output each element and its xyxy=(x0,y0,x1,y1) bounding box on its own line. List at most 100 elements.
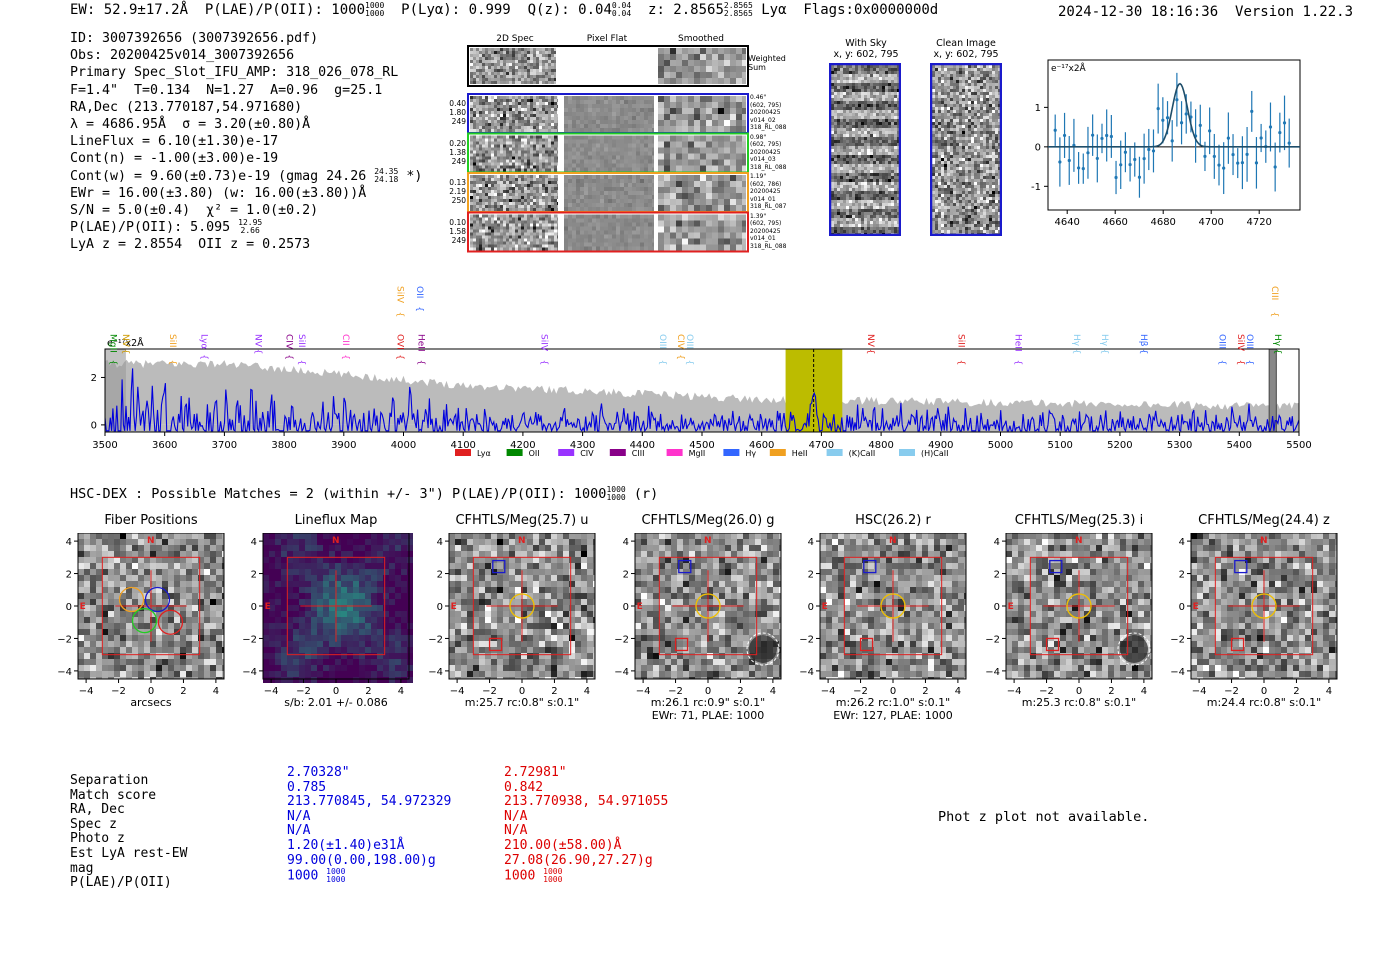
line-label-text: Hγ xyxy=(1099,334,1109,347)
zoom-point xyxy=(1077,166,1080,169)
qz-value: Q(z): 0.04 xyxy=(528,2,612,18)
line-label-brace: { xyxy=(120,349,130,355)
zoom-point xyxy=(1213,155,1216,158)
zoom-xtick-label: 4660 xyxy=(1102,217,1127,228)
line-label-text: NV xyxy=(865,334,875,348)
line-label: SiIV { xyxy=(538,334,548,365)
cutout-ytick-label: 0 xyxy=(437,602,443,613)
table-cell: 2.72981" xyxy=(504,766,668,781)
table-cell: 1.20(±1.40)e31Å xyxy=(287,839,451,854)
zoom-ytick-label: 0 xyxy=(1035,142,1041,153)
zoom-point xyxy=(1208,129,1211,132)
noise-image xyxy=(470,96,558,132)
cutout-title: HSC(26.2) r xyxy=(790,513,996,528)
line-label: SiIV { xyxy=(395,286,405,317)
zoom-point xyxy=(1119,163,1122,166)
line-label-brace: { xyxy=(1235,360,1245,366)
zoom-ytick-label: 1 xyxy=(1035,103,1041,114)
noise-image xyxy=(470,136,558,172)
noise-image xyxy=(658,136,746,172)
info-id: ID: 3007392656 (3007392656.pdf) xyxy=(70,31,318,46)
noise-image xyxy=(470,48,556,84)
zoom-point xyxy=(1203,155,1206,158)
line-label-brace: { xyxy=(1071,349,1081,355)
line-label-text: OIII xyxy=(657,334,667,349)
qz-range: 0.04 0.04 xyxy=(612,2,631,18)
line-label-text: OIII xyxy=(1217,334,1227,349)
zoom-point xyxy=(1147,148,1150,151)
line-label: NV{ xyxy=(252,334,262,355)
noise-image xyxy=(658,215,746,251)
spectrum-xtick-label: 5500 xyxy=(1286,440,1311,451)
zoom-point xyxy=(1199,124,1202,127)
line-label-text: CIII xyxy=(1269,286,1279,300)
table-label: Separation xyxy=(70,774,187,789)
legend-swatch xyxy=(455,449,471,456)
line-label-text: SiIV xyxy=(1235,334,1245,352)
spectrum-xtick-label: 3600 xyxy=(152,440,177,451)
info-lineflux: LineFlux = 6.10(±1.30)e-17 xyxy=(70,134,278,149)
cutout-ytick-label: 4 xyxy=(437,537,443,548)
info-primary: Primary Spec_Slot_IFU_AMP: 318_026_078_R… xyxy=(70,65,398,80)
line-label-brace: { xyxy=(956,360,966,366)
line-label-text: OIII xyxy=(1244,334,1254,349)
zoom-xtick-label: 4700 xyxy=(1198,217,1223,228)
line-label: Hβ{ xyxy=(1138,334,1148,355)
zoom-point xyxy=(1166,116,1169,119)
cutout-ytick-label: 4 xyxy=(808,537,814,548)
legend-label: Hγ xyxy=(745,449,756,458)
summary-header: EW: 52.9±17.2Å P(LAE)/P(OII): 10001000 10… xyxy=(70,2,938,18)
line-label-brace: { xyxy=(199,354,209,360)
line-label: OVI { xyxy=(395,334,405,360)
zoom-point xyxy=(1217,163,1220,166)
zoom-point xyxy=(1255,161,1258,164)
east-marker: E xyxy=(451,602,457,612)
bright-source xyxy=(749,635,777,663)
line-label: OIII { xyxy=(684,334,694,365)
legend-swatch xyxy=(610,449,626,456)
cutout-ytick-label: 2 xyxy=(994,570,1000,581)
line-label-text: NV xyxy=(120,334,130,348)
east-marker: E xyxy=(822,602,828,612)
line-label-brace: { xyxy=(167,360,177,366)
cutout-ytick-label: 2 xyxy=(1179,570,1185,581)
table-cell: N/A xyxy=(287,810,451,825)
legend-label: (H)CaII xyxy=(921,449,948,458)
timestamp-version: 2024-12-30 18:16:36 Version 1.22.3 xyxy=(1058,4,1353,20)
table-cell: 27.08(26.90,27.27)g xyxy=(504,854,668,869)
zoom-point xyxy=(1096,157,1099,160)
line-label-brace: { xyxy=(1272,349,1282,355)
zoom-point xyxy=(1250,110,1253,113)
legend-swatch xyxy=(507,449,523,456)
noise-image xyxy=(470,175,558,211)
zoom-point xyxy=(1110,135,1113,138)
north-marker: N xyxy=(518,536,526,546)
cutout-ytick-label: 4 xyxy=(994,537,1000,548)
zoom-point xyxy=(1105,134,1108,137)
bright-source xyxy=(1120,635,1148,663)
spectrum-xtick-label: 3800 xyxy=(271,440,296,451)
line-label-text: SiIV xyxy=(538,334,548,352)
cutout-ytick-label: 4 xyxy=(1179,537,1185,548)
zoom-point xyxy=(1114,176,1117,179)
noise-image xyxy=(658,175,746,211)
zoom-point xyxy=(1236,161,1239,164)
line-label-text: CIV xyxy=(283,334,293,350)
cutout-image: N E 4 2 0 −2 −4 −4 −2 0 2 4 xyxy=(790,533,986,701)
cutout-ytick-label: 2 xyxy=(66,570,72,581)
clean-image-title: Clean Image x, y: 602, 795 xyxy=(918,38,1014,60)
line-label-brace: { xyxy=(107,360,117,366)
line-label-text: SiIV xyxy=(395,286,405,304)
line-label-brace: { xyxy=(1269,312,1279,318)
spectrum-xtick-label: 5000 xyxy=(988,440,1013,451)
z-value: z: 2.8565 xyxy=(648,2,724,18)
east-marker: E xyxy=(1008,602,1014,612)
table-cell: 2.70328" xyxy=(287,766,451,781)
table-cell: N/A xyxy=(504,824,668,839)
line-label-text: MgII xyxy=(107,334,117,353)
cutout-ytick-label: 2 xyxy=(808,570,814,581)
zoom-xtick-label: 4680 xyxy=(1150,217,1175,228)
cutout-ytick-label: 0 xyxy=(66,602,72,613)
cutout-image: N E 4 2 0 −2 −4 −4 −2 0 2 4 xyxy=(976,533,1172,701)
noise-image xyxy=(564,175,654,211)
